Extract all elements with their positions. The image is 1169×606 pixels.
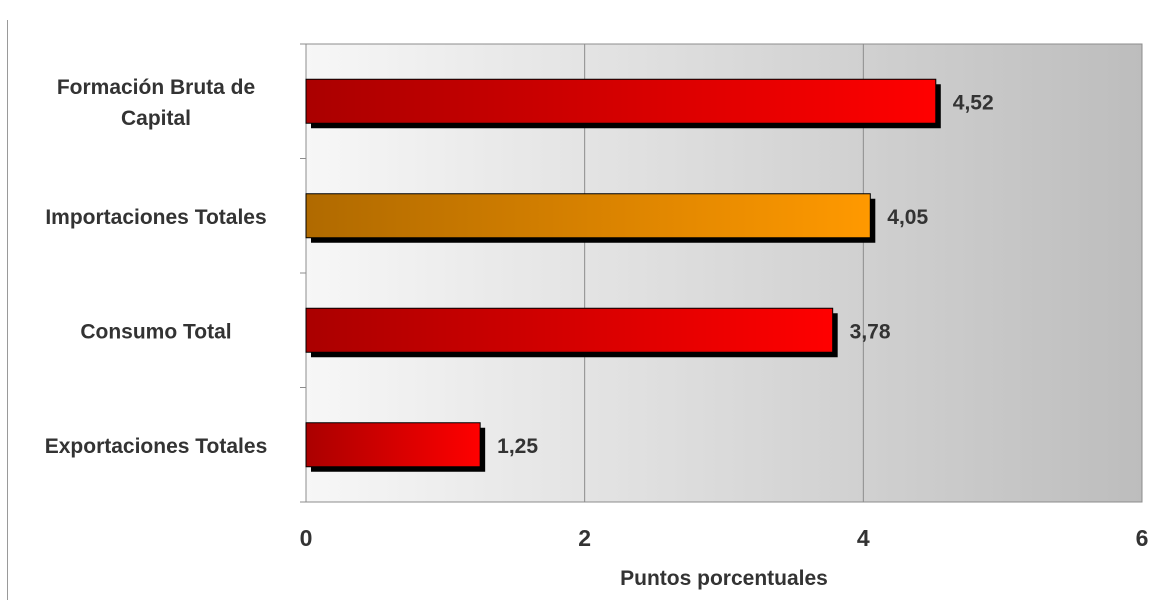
category-label: Exportaciones Totales xyxy=(45,435,268,458)
x-axis-title: Puntos porcentuales xyxy=(620,567,828,590)
bar-1 xyxy=(305,193,871,239)
x-tick-label: 4 xyxy=(857,525,870,551)
bar-value-label: 1,25 xyxy=(497,435,538,458)
bar-3 xyxy=(305,422,481,468)
x-tick-label: 2 xyxy=(578,525,591,551)
bar-value-label: 3,78 xyxy=(850,320,891,343)
x-tick-label: 0 xyxy=(300,525,313,551)
category-label: Importaciones Totales xyxy=(45,206,266,229)
bar-0 xyxy=(305,78,937,124)
bar-value-label: 4,05 xyxy=(887,206,928,229)
category-label: Formación Bruta de Capital xyxy=(57,76,255,130)
bar-2 xyxy=(305,307,834,353)
bar-value-label: 4,52 xyxy=(953,91,994,114)
left-border-line xyxy=(7,20,8,600)
category-label: Consumo Total xyxy=(80,320,231,343)
x-tick-label: 6 xyxy=(1136,525,1149,551)
